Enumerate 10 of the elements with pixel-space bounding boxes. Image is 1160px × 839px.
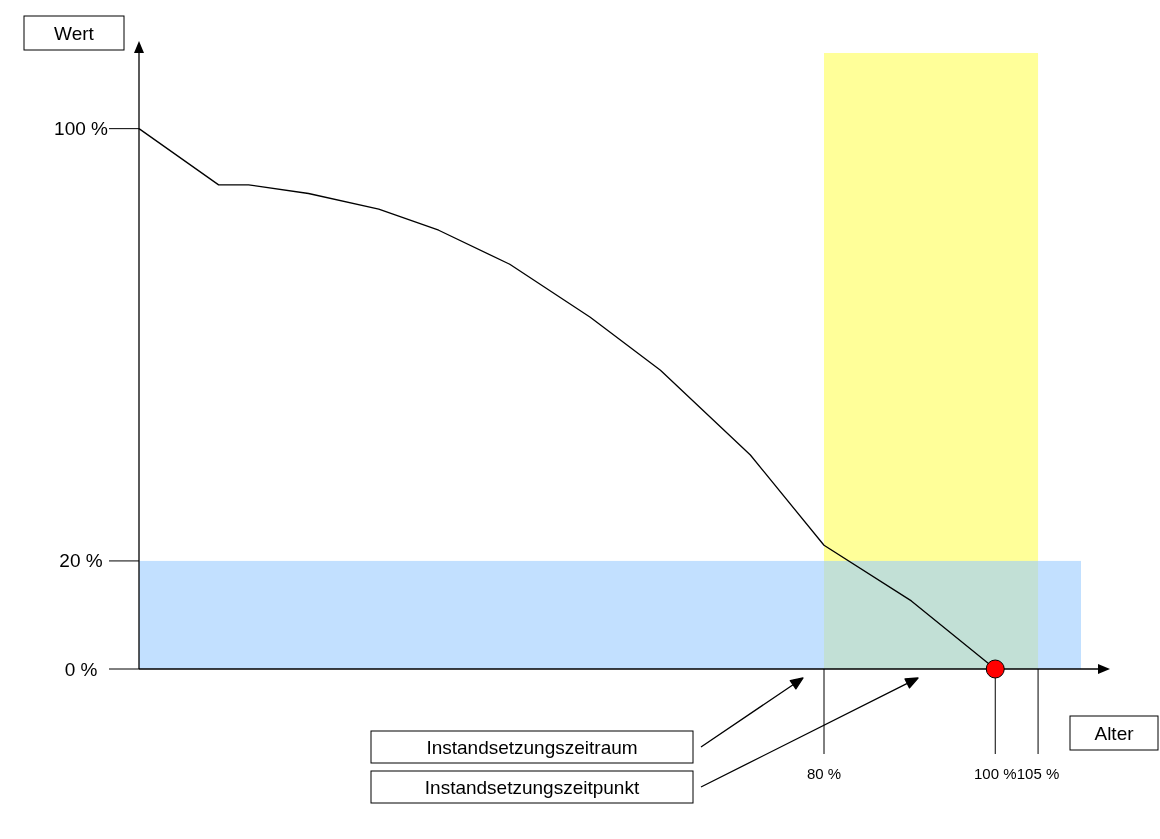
y-tick-label: 20 % (59, 550, 103, 572)
x-tick-label: 105 % (1016, 765, 1060, 782)
y-tick-label: 100 % (54, 118, 109, 140)
y-axis-title: Wert (54, 23, 95, 44)
x-tick-label: 100 % (973, 765, 1017, 782)
text: Instandsetzungszeitraum (426, 737, 638, 758)
x-axis-title: Alter (1094, 723, 1135, 744)
text: Instandsetzungszeitpunkt (424, 777, 640, 798)
x-tick-label: 80 % (806, 765, 842, 782)
y-tick-label: 0 % (64, 658, 98, 680)
